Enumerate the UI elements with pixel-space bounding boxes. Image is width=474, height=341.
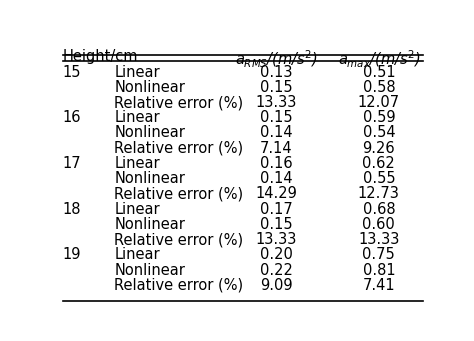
Text: $a_{max}$/(m/s$^2$): $a_{max}$/(m/s$^2$) [337, 49, 420, 70]
Text: Nonlinear: Nonlinear [114, 171, 185, 186]
Text: Linear: Linear [114, 247, 160, 262]
Text: 13.33: 13.33 [255, 232, 297, 247]
Text: Nonlinear: Nonlinear [114, 217, 185, 232]
Text: 0.51: 0.51 [363, 64, 395, 79]
Text: 9.26: 9.26 [363, 141, 395, 156]
Text: Linear: Linear [114, 64, 160, 79]
Text: 0.14: 0.14 [260, 125, 292, 140]
Text: 0.14: 0.14 [260, 171, 292, 186]
Text: 0.81: 0.81 [363, 263, 395, 278]
Text: 0.15: 0.15 [260, 217, 292, 232]
Text: Nonlinear: Nonlinear [114, 263, 185, 278]
Text: Relative error (%): Relative error (%) [114, 232, 244, 247]
Text: $a_{RMS}$/(m/s$^2$): $a_{RMS}$/(m/s$^2$) [235, 49, 317, 70]
Text: 0.54: 0.54 [363, 125, 395, 140]
Text: 0.20: 0.20 [260, 247, 292, 262]
Text: 16: 16 [63, 110, 82, 125]
Text: Relative error (%): Relative error (%) [114, 187, 244, 202]
Text: 13.33: 13.33 [255, 95, 297, 110]
Text: Nonlinear: Nonlinear [114, 125, 185, 140]
Text: 0.75: 0.75 [363, 247, 395, 262]
Text: 0.16: 0.16 [260, 156, 292, 171]
Text: Height/cm: Height/cm [63, 49, 138, 64]
Text: 0.15: 0.15 [260, 110, 292, 125]
Text: 12.07: 12.07 [358, 95, 400, 110]
Text: 7.41: 7.41 [363, 278, 395, 293]
Text: 18: 18 [63, 202, 82, 217]
Text: 0.22: 0.22 [260, 263, 292, 278]
Text: 12.73: 12.73 [358, 187, 400, 202]
Text: 14.29: 14.29 [255, 187, 297, 202]
Text: Relative error (%): Relative error (%) [114, 95, 244, 110]
Text: 0.59: 0.59 [363, 110, 395, 125]
Text: Nonlinear: Nonlinear [114, 80, 185, 95]
Text: 13.33: 13.33 [358, 232, 400, 247]
Text: Linear: Linear [114, 156, 160, 171]
Text: Linear: Linear [114, 202, 160, 217]
Text: 0.55: 0.55 [363, 171, 395, 186]
Text: 0.17: 0.17 [260, 202, 292, 217]
Text: 9.09: 9.09 [260, 278, 292, 293]
Text: 15: 15 [63, 64, 82, 79]
Text: 17: 17 [63, 156, 82, 171]
Text: Relative error (%): Relative error (%) [114, 278, 244, 293]
Text: 0.15: 0.15 [260, 80, 292, 95]
Text: 0.13: 0.13 [260, 64, 292, 79]
Text: 0.62: 0.62 [363, 156, 395, 171]
Text: Relative error (%): Relative error (%) [114, 141, 244, 156]
Text: 0.60: 0.60 [363, 217, 395, 232]
Text: 0.58: 0.58 [363, 80, 395, 95]
Text: Linear: Linear [114, 110, 160, 125]
Text: 0.68: 0.68 [363, 202, 395, 217]
Text: 7.14: 7.14 [260, 141, 292, 156]
Text: 19: 19 [63, 247, 82, 262]
